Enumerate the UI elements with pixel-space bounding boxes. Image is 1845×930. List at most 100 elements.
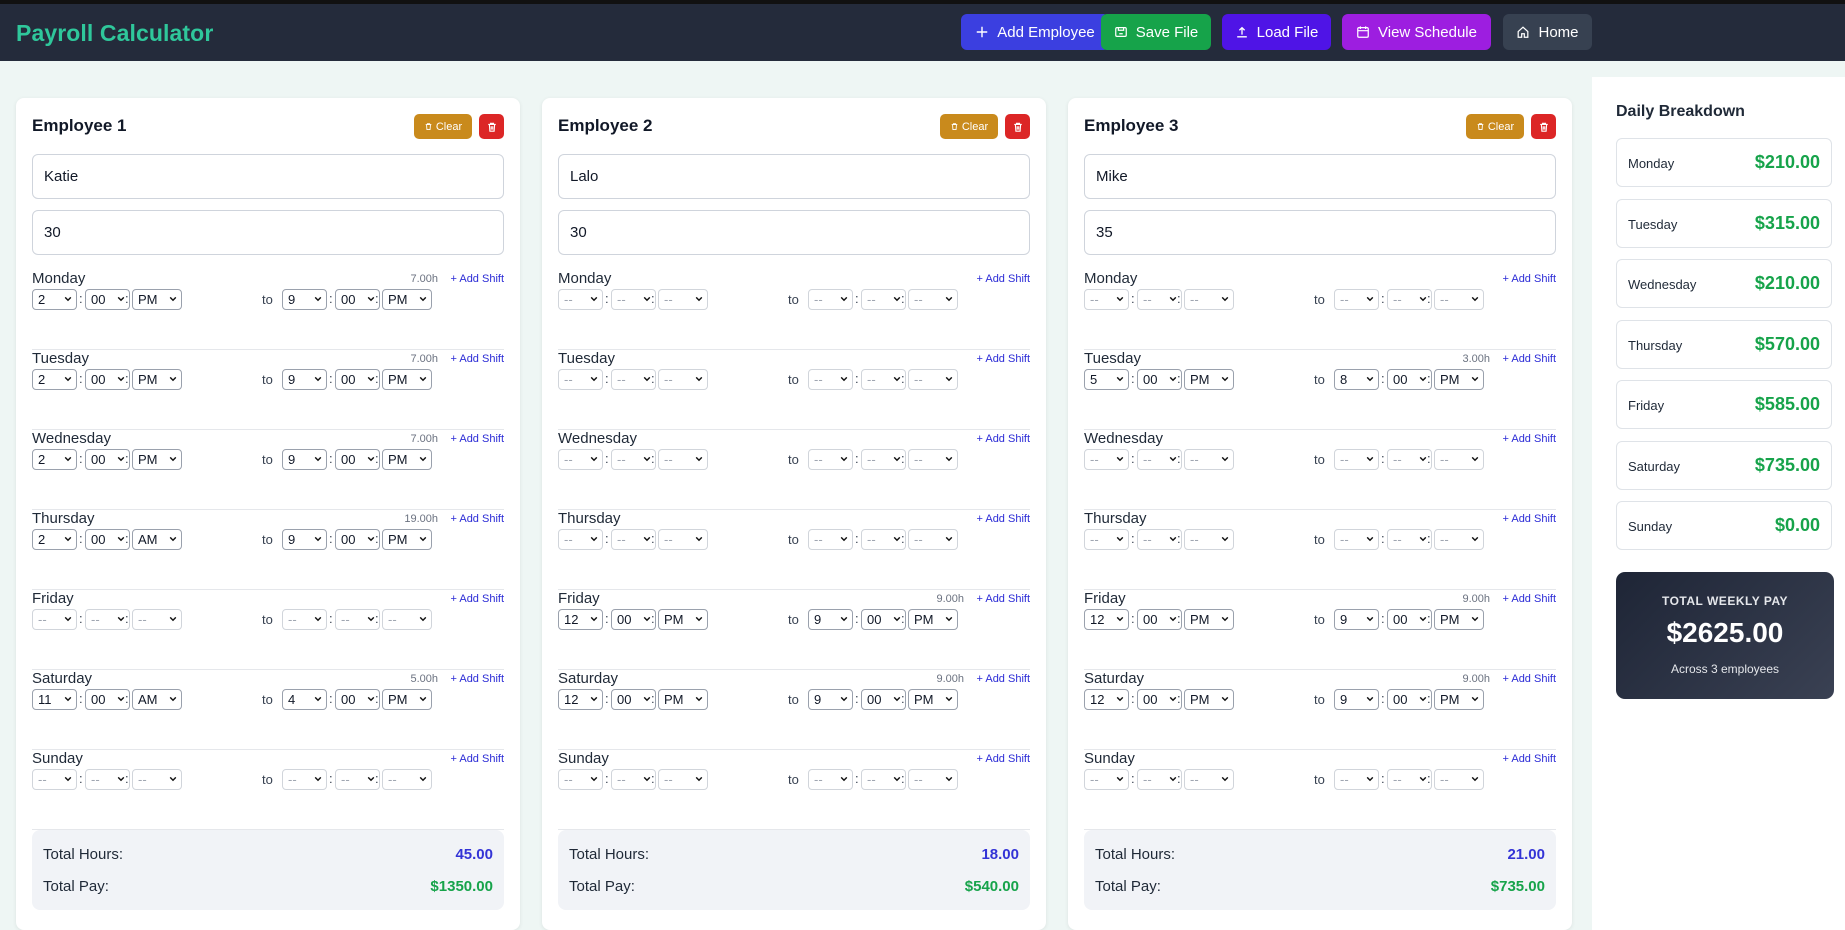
end-ampm-select[interactable]: PM: [1434, 609, 1484, 630]
add-shift-link[interactable]: + Add Shift: [450, 513, 504, 525]
end-minute-select[interactable]: 00: [335, 369, 380, 390]
add-shift-link[interactable]: + Add Shift: [976, 593, 1030, 605]
delete-employee-button[interactable]: [1005, 114, 1030, 139]
end-minute-select[interactable]: --: [335, 609, 380, 630]
end-hour-select[interactable]: --: [808, 769, 853, 790]
load-file-button[interactable]: Load File: [1222, 14, 1331, 50]
employee-name-input[interactable]: Mike: [1084, 154, 1556, 199]
start-hour-select[interactable]: --: [32, 769, 77, 790]
start-ampm-select[interactable]: --: [658, 529, 708, 550]
start-ampm-select[interactable]: PM: [1184, 369, 1234, 390]
end-hour-select[interactable]: 4: [282, 689, 327, 710]
end-ampm-select[interactable]: --: [382, 609, 432, 630]
start-hour-select[interactable]: 2: [32, 289, 77, 310]
end-minute-select[interactable]: 00: [861, 689, 906, 710]
end-ampm-select[interactable]: PM: [382, 529, 432, 550]
end-hour-select[interactable]: --: [1334, 529, 1379, 550]
end-hour-select[interactable]: 9: [282, 449, 327, 470]
end-ampm-select[interactable]: --: [908, 769, 958, 790]
employee-name-input[interactable]: Lalo: [558, 154, 1030, 199]
add-shift-link[interactable]: + Add Shift: [450, 673, 504, 685]
start-ampm-select[interactable]: PM: [132, 289, 182, 310]
end-hour-select[interactable]: --: [808, 369, 853, 390]
add-shift-link[interactable]: + Add Shift: [976, 433, 1030, 445]
add-shift-link[interactable]: + Add Shift: [1502, 753, 1556, 765]
end-minute-select[interactable]: 00: [335, 289, 380, 310]
end-ampm-select[interactable]: --: [908, 529, 958, 550]
end-hour-select[interactable]: 9: [808, 689, 853, 710]
end-minute-select[interactable]: 00: [335, 449, 380, 470]
start-hour-select[interactable]: --: [1084, 529, 1129, 550]
start-hour-select[interactable]: --: [558, 369, 603, 390]
add-shift-link[interactable]: + Add Shift: [976, 353, 1030, 365]
end-hour-select[interactable]: 9: [282, 529, 327, 550]
end-ampm-select[interactable]: PM: [908, 609, 958, 630]
start-hour-select[interactable]: 2: [32, 449, 77, 470]
end-ampm-select[interactable]: PM: [1434, 689, 1484, 710]
add-shift-link[interactable]: + Add Shift: [1502, 593, 1556, 605]
end-hour-select[interactable]: 9: [808, 609, 853, 630]
end-minute-select[interactable]: 00: [335, 529, 380, 550]
start-minute-select[interactable]: 00: [85, 449, 130, 470]
add-shift-link[interactable]: + Add Shift: [450, 273, 504, 285]
end-minute-select[interactable]: --: [1387, 529, 1432, 550]
start-ampm-select[interactable]: --: [1184, 769, 1234, 790]
start-hour-select[interactable]: --: [1084, 769, 1129, 790]
add-shift-link[interactable]: + Add Shift: [1502, 433, 1556, 445]
add-shift-link[interactable]: + Add Shift: [450, 353, 504, 365]
end-hour-select[interactable]: --: [808, 529, 853, 550]
end-minute-select[interactable]: --: [1387, 449, 1432, 470]
end-hour-select[interactable]: --: [282, 769, 327, 790]
add-shift-link[interactable]: + Add Shift: [450, 753, 504, 765]
end-minute-select[interactable]: --: [861, 449, 906, 470]
end-ampm-select[interactable]: --: [1434, 529, 1484, 550]
add-shift-link[interactable]: + Add Shift: [1502, 353, 1556, 365]
start-ampm-select[interactable]: PM: [658, 609, 708, 630]
end-hour-select[interactable]: --: [1334, 769, 1379, 790]
start-minute-select[interactable]: --: [85, 769, 130, 790]
start-ampm-select[interactable]: PM: [132, 449, 182, 470]
start-hour-select[interactable]: --: [558, 289, 603, 310]
start-ampm-select[interactable]: --: [132, 769, 182, 790]
end-hour-select[interactable]: --: [1334, 449, 1379, 470]
hourly-rate-input[interactable]: 35: [1084, 210, 1556, 255]
start-hour-select[interactable]: 12: [558, 689, 603, 710]
end-hour-select[interactable]: 9: [282, 369, 327, 390]
add-shift-link[interactable]: + Add Shift: [1502, 673, 1556, 685]
end-hour-select[interactable]: 9: [1334, 609, 1379, 630]
end-minute-select[interactable]: 00: [1387, 689, 1432, 710]
end-minute-select[interactable]: --: [861, 289, 906, 310]
start-ampm-select[interactable]: --: [658, 289, 708, 310]
start-minute-select[interactable]: --: [611, 449, 656, 470]
end-hour-select[interactable]: 8: [1334, 369, 1379, 390]
end-minute-select[interactable]: --: [1387, 769, 1432, 790]
end-hour-select[interactable]: --: [808, 449, 853, 470]
end-minute-select[interactable]: --: [861, 369, 906, 390]
start-hour-select[interactable]: 12: [558, 609, 603, 630]
end-ampm-select[interactable]: PM: [382, 369, 432, 390]
start-minute-select[interactable]: --: [1137, 449, 1182, 470]
start-minute-select[interactable]: --: [1137, 289, 1182, 310]
start-hour-select[interactable]: --: [558, 769, 603, 790]
hourly-rate-input[interactable]: 30: [32, 210, 504, 255]
end-ampm-select[interactable]: PM: [382, 289, 432, 310]
end-ampm-select[interactable]: --: [382, 769, 432, 790]
start-minute-select[interactable]: --: [611, 529, 656, 550]
end-minute-select[interactable]: 00: [1387, 609, 1432, 630]
end-ampm-select[interactable]: --: [1434, 769, 1484, 790]
start-ampm-select[interactable]: PM: [658, 689, 708, 710]
start-minute-select[interactable]: --: [85, 609, 130, 630]
add-shift-link[interactable]: + Add Shift: [1502, 513, 1556, 525]
home-button[interactable]: Home: [1503, 14, 1592, 50]
start-hour-select[interactable]: --: [558, 529, 603, 550]
start-ampm-select[interactable]: AM: [132, 689, 182, 710]
start-minute-select[interactable]: 00: [1137, 609, 1182, 630]
end-minute-select[interactable]: --: [335, 769, 380, 790]
end-hour-select[interactable]: --: [808, 289, 853, 310]
start-minute-select[interactable]: --: [611, 369, 656, 390]
add-shift-link[interactable]: + Add Shift: [450, 433, 504, 445]
end-hour-select[interactable]: 9: [282, 289, 327, 310]
add-shift-link[interactable]: + Add Shift: [976, 753, 1030, 765]
start-ampm-select[interactable]: --: [658, 369, 708, 390]
clear-button[interactable]: Clear: [940, 114, 998, 139]
